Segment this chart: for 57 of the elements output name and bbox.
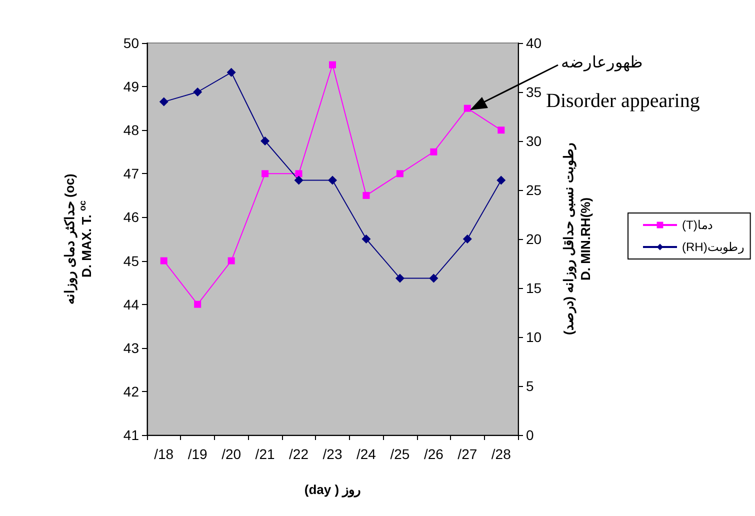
x-tick-label: /21 [255,446,275,462]
x-tick-label: /23 [322,446,342,462]
x-tick-label: /20 [222,446,242,462]
x-tick-label: /22 [289,446,309,462]
point [294,176,304,185]
y-tick-label: 48 [123,122,140,138]
point [496,176,506,185]
point [430,148,438,156]
x-tick-label: /28 [491,446,512,462]
y2-tick-label: 10 [526,329,542,345]
x-tick-label: /19 [188,446,208,462]
point [193,88,202,96]
x-tick-label: /27 [458,446,478,462]
point [159,97,168,106]
point [462,234,472,244]
y2-tick-label: 40 [526,35,542,51]
point [328,176,337,185]
point [194,300,202,308]
x-axis-title: (day ) روز [304,482,361,498]
y-tick-label: 42 [123,383,140,400]
point [262,170,269,178]
y2-tick-label: 5 [526,378,534,394]
y-tick-label: 45 [123,252,140,269]
y-tick-label: 49 [123,78,140,95]
y-tick-label: 43 [123,340,140,356]
point [464,104,471,112]
y2-tick-label: 35 [526,84,542,100]
y2-tick-label: 0 [526,427,534,443]
y2-tick-label: 20 [526,231,542,247]
point [498,126,505,134]
point [429,274,438,283]
x-tick-label: /18 [154,446,174,462]
y-tick-label: 47 [123,166,140,182]
point [362,192,370,199]
point [260,136,270,146]
point [160,257,168,264]
x-tick-label: /26 [424,446,444,462]
point [362,234,371,244]
text: ظهورعارضه [561,52,643,72]
y2-tick-label: 15 [526,280,542,296]
point [329,61,336,68]
y2-tick-label: 30 [526,133,542,149]
y-tick-label: 46 [123,209,140,226]
point [228,257,235,264]
point [395,274,404,283]
x-tick-label: /25 [390,446,410,462]
text: Disorder appearing [546,90,700,112]
y-tick-label: 44 [123,296,140,312]
point [226,68,236,77]
point [295,170,302,178]
legend-label: (T)دما [682,218,712,232]
y2-tick-label: 25 [526,182,542,198]
legend-label: (RH)رطوبت [682,240,744,254]
y-tick-label: 41 [123,427,140,443]
y-tick-label: 50 [123,35,140,51]
x-tick-label: /24 [356,446,376,462]
point [396,170,404,178]
